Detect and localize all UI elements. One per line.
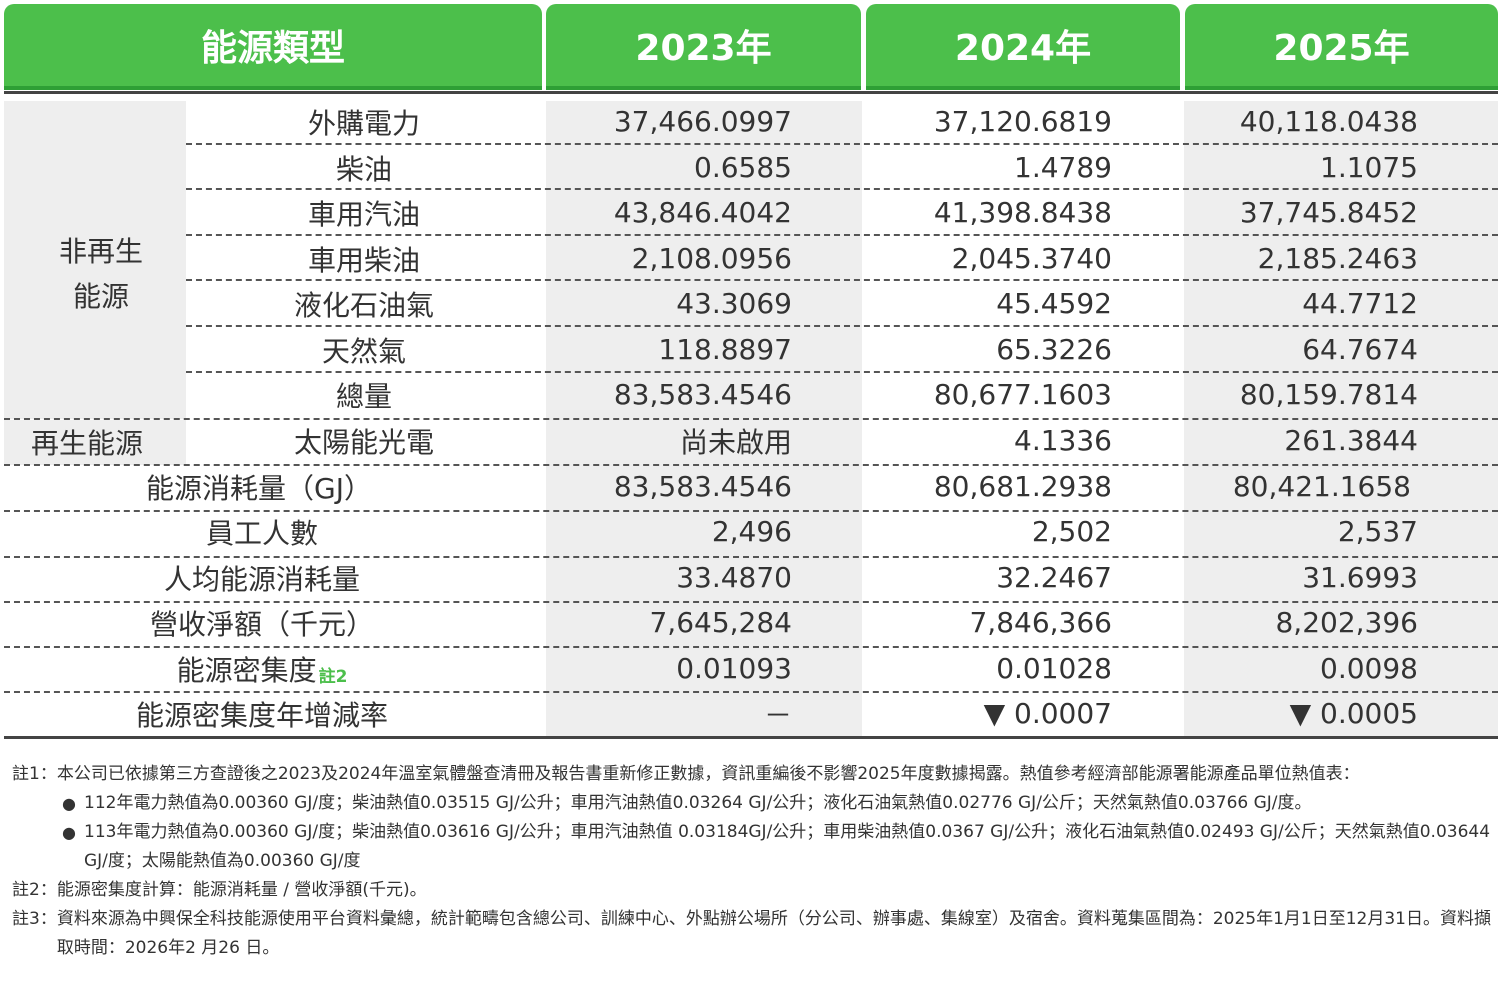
value-2024-per-capita: 32.2467 (996, 561, 1112, 594)
value-2023-solar: 尚未啟用 (679, 425, 792, 459)
value-2023-energy-consumption: 83,583.4546 (613, 470, 792, 503)
value-2025-per-capita: 31.6993 (1302, 561, 1418, 594)
value-2025-revenue: 8,202,396 (1275, 606, 1418, 639)
bullet-icon: ● (62, 794, 76, 813)
group-shade-non-renewable (4, 101, 186, 419)
value-2024-energy-consumption: 80,681.2938 (933, 470, 1112, 503)
value-2024-diesel: 1.4789 (1014, 151, 1112, 184)
group-label-renewable: 再生能源 (30, 426, 143, 460)
value-2023-intensity-change: － (763, 698, 792, 732)
row-label-lpg: 液化石油氣 (293, 288, 434, 322)
table-bottom-rule (4, 736, 1498, 739)
footnote-1-bullet-113: ● 113年電力熱值為0.00360 GJ/度；柴油熱值0.03616 GJ/公… (12, 818, 1496, 876)
row-label-energy-intensity: 能源密集度 註2 (4, 646, 520, 691)
header-year-2024: 2024年 (866, 4, 1180, 90)
value-2024-vehicle-diesel: 2,045.3740 (951, 242, 1112, 275)
footnote-1-text: 本公司已依據第三方查證後之2023及2024年溫室氣體盤查清冊及報告書重新修正數… (56, 764, 1360, 784)
row-divider (4, 510, 1498, 512)
value-2025-employees: 2,537 (1337, 515, 1418, 548)
footnote-3-text: 資料來源為中興保全科技能源使用平台資料彙總，統計範疇包含總公司、訓練中心、外點辦… (56, 909, 1491, 958)
row-label-diesel: 柴油 (335, 152, 392, 186)
footnote-1: 註1： 本公司已依據第三方查證後之2023及2024年溫室氣體盤查清冊及報告書重… (12, 760, 1496, 789)
row-divider (186, 234, 1498, 236)
value-2025-solar: 261.3844 (1284, 424, 1418, 457)
row-divider (186, 143, 1498, 145)
value-2023-revenue: 7,645,284 (649, 606, 792, 639)
header-rule (4, 91, 1498, 94)
row-divider (4, 418, 1498, 420)
row-divider (186, 325, 1498, 327)
value-2023-natural-gas: 118.8897 (658, 333, 792, 366)
value-2024-revenue: 7,846,366 (969, 606, 1112, 639)
value-2023-employees: 2,496 (711, 515, 792, 548)
value-2023-total: 83,583.4546 (613, 378, 792, 411)
value-2023-purchased-electricity: 37,466.0997 (613, 105, 792, 138)
row-divider (186, 188, 1498, 190)
header-year-2025: 2025年 (1185, 4, 1498, 90)
value-2024-energy-intensity: 0.01028 (996, 652, 1112, 685)
value-2024-intensity-change: ▼ 0.0007 (983, 697, 1112, 730)
row-label-vehicle-diesel: 車用柴油 (307, 243, 420, 277)
row-label-total: 總量 (335, 379, 392, 413)
row-divider (4, 646, 1498, 648)
row-label-energy-intensity-text: 能源密集度 (176, 653, 317, 687)
bullet-icon: ● (62, 823, 76, 842)
footnote-1-key: 註1： (12, 764, 57, 784)
value-2025-energy-consumption: 80,421.1658 (1232, 470, 1411, 503)
footnote-3-key: 註3： (12, 909, 57, 929)
footnote-1-bullet-112: ● 112年電力熱值為0.00360 GJ/度；柴油熱值0.03515 GJ/公… (12, 789, 1496, 818)
value-2025-vehicle-gasoline: 37,745.8452 (1239, 196, 1418, 229)
value-2025-diesel: 1.1075 (1320, 151, 1418, 184)
row-label-purchased-electricity: 外購電力 (307, 106, 420, 140)
value-2023-lpg: 43.3069 (676, 287, 792, 320)
row-label-intensity-change: 能源密集度年增減率 (135, 698, 388, 732)
row-divider (4, 691, 1498, 693)
value-2023-energy-intensity: 0.01093 (676, 652, 792, 685)
footnote-1-bullet-112-text: 112年電力熱值為0.00360 GJ/度；柴油熱值0.03515 GJ/公升；… (84, 793, 1312, 813)
value-2024-purchased-electricity: 37,120.6819 (933, 105, 1112, 138)
value-2024-vehicle-gasoline: 41,398.8438 (933, 196, 1112, 229)
group-shade-renewable (4, 420, 186, 465)
row-label-natural-gas: 天然氣 (321, 334, 406, 368)
value-2024-employees: 2,502 (1031, 515, 1112, 548)
row-divider (4, 464, 1498, 466)
footnote-2-text: 能源密集度計算：能源消耗量 / 營收淨額(千元)。 (56, 880, 427, 900)
row-divider (186, 279, 1498, 281)
group-label-non-renewable-line1: 非再生 (58, 235, 143, 268)
header-energy-type: 能源類型 (4, 4, 542, 90)
value-2024-lpg: 45.4592 (996, 287, 1112, 320)
footnote-ref-2: 註2 (318, 667, 348, 687)
row-label-employees: 員工人數 (205, 516, 318, 550)
row-divider (4, 556, 1498, 558)
value-2023-vehicle-gasoline: 43,846.4042 (613, 196, 792, 229)
value-2025-natural-gas: 64.7674 (1302, 333, 1418, 366)
value-2025-energy-intensity: 0.0098 (1320, 652, 1418, 685)
header-year-2023: 2023年 (546, 4, 861, 90)
row-divider (186, 371, 1498, 373)
footnote-2: 註2： 能源密集度計算：能源消耗量 / 營收淨額(千元)。 (12, 876, 1496, 905)
value-2023-per-capita: 33.4870 (676, 561, 792, 594)
value-2025-intensity-change: ▼ 0.0005 (1289, 697, 1418, 730)
value-2024-solar: 4.1336 (1014, 424, 1112, 457)
row-label-energy-consumption: 能源消耗量（GJ） (146, 471, 372, 505)
footnote-2-key: 註2： (12, 880, 57, 900)
footnote-3: 註3： 資料來源為中興保全科技能源使用平台資料彙總，統計範疇包含總公司、訓練中心… (12, 905, 1496, 963)
value-2025-total: 80,159.7814 (1239, 378, 1418, 411)
footnotes: 註1： 本公司已依據第三方查證後之2023及2024年溫室氣體盤查清冊及報告書重… (12, 760, 1496, 963)
value-2024-total: 80,677.1603 (933, 378, 1112, 411)
value-2024-natural-gas: 65.3226 (996, 333, 1112, 366)
group-label-non-renewable-line2: 能源 (72, 280, 129, 313)
row-label-vehicle-gasoline: 車用汽油 (307, 197, 420, 231)
value-2023-diesel: 0.6585 (694, 151, 792, 184)
group-label-non-renewable: 非再生 能源 (4, 229, 198, 319)
footnote-1-bullet-113-text: 113年電力熱值為0.00360 GJ/度；柴油熱值0.03616 GJ/公升；… (84, 822, 1491, 871)
row-label-revenue: 營收淨額（千元） (149, 607, 374, 641)
value-2025-lpg: 44.7712 (1302, 287, 1418, 320)
row-label-solar: 太陽能光電 (293, 425, 434, 459)
value-2025-vehicle-diesel: 2,185.2463 (1257, 242, 1418, 275)
row-label-per-capita: 人均能源消耗量 (163, 562, 360, 596)
value-2025-purchased-electricity: 40,118.0438 (1239, 105, 1418, 138)
value-2023-vehicle-diesel: 2,108.0956 (631, 242, 792, 275)
row-divider (4, 601, 1498, 603)
